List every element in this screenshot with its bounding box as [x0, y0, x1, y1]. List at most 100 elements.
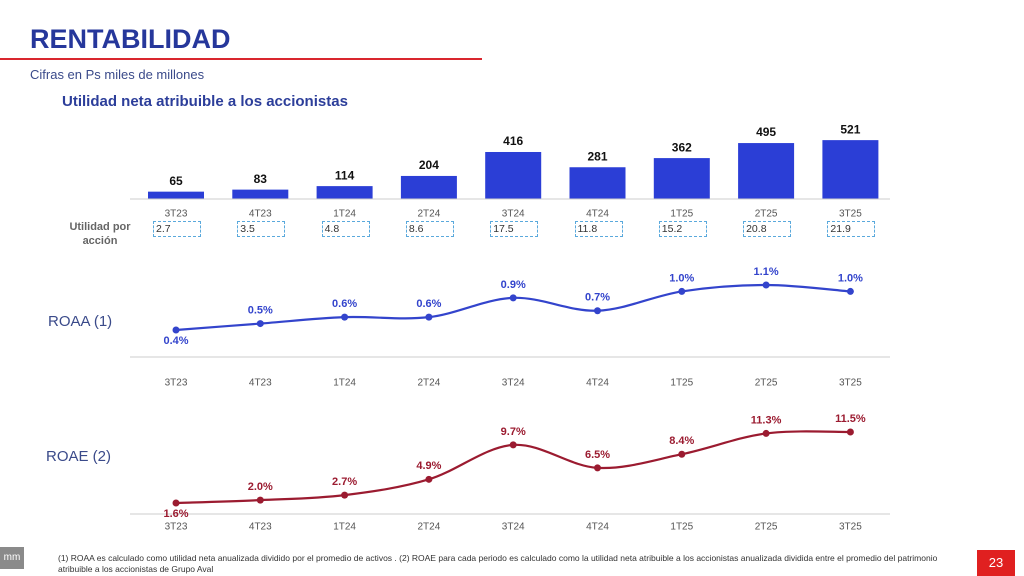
value-label: 1.6%	[163, 508, 188, 520]
chart-title: Utilidad neta atribuible a los accionist…	[62, 93, 348, 110]
bar	[653, 158, 710, 199]
bar-value-label: 83	[254, 172, 268, 186]
x-tick-label: 4T23	[249, 378, 272, 389]
x-tick-label: 4T23	[249, 522, 272, 533]
bar-value-label: 521	[840, 122, 860, 136]
x-tick-label: 3T24	[502, 522, 525, 533]
x-tick-label: 2T24	[418, 209, 441, 220]
eps-value: 3.5	[237, 221, 286, 237]
x-tick-label: 3T24	[502, 209, 525, 220]
x-tick-label: 4T24	[586, 522, 609, 533]
value-label: 8.4%	[669, 435, 694, 447]
value-label: 0.5%	[248, 304, 273, 316]
roae-label: ROAE (2)	[46, 448, 112, 465]
x-tick-label: 4T23	[249, 209, 272, 220]
x-tick-label: 2T25	[755, 522, 778, 533]
x-tick-label: 4T24	[586, 378, 609, 389]
bar	[569, 167, 626, 199]
point	[678, 287, 686, 295]
footnote: (1) ROAA es calculado como utilidad neta…	[58, 553, 938, 574]
x-tick-label: 1T24	[333, 378, 356, 389]
bar	[400, 175, 457, 199]
x-tick-label: 3T23	[165, 378, 188, 389]
x-tick-label: 3T25	[839, 378, 862, 389]
value-label: 2.0%	[248, 481, 273, 493]
eps-value: 2.7	[153, 221, 201, 237]
bar	[232, 189, 289, 199]
x-tick-label: 2T25	[755, 209, 778, 220]
x-tick-label: 1T25	[670, 209, 693, 220]
bar-value-label: 114	[335, 168, 355, 182]
bar-value-label: 281	[587, 149, 607, 163]
bar-value-label: 495	[756, 125, 776, 139]
eps-value: 4.8	[321, 221, 370, 237]
x-tick-label: 2T24	[418, 522, 441, 533]
value-label: 11.3%	[751, 414, 782, 426]
eps-value: 21.9	[827, 221, 876, 237]
x-tick-label: 3T23	[165, 209, 188, 220]
x-tick-label: 3T23	[165, 522, 188, 533]
x-tick-label: 1T24	[333, 522, 356, 533]
value-label: 4.9%	[416, 460, 441, 472]
point	[425, 475, 433, 483]
x-tick-label: 4T24	[586, 209, 609, 220]
x-tick-label: 2T24	[418, 378, 441, 389]
bar	[822, 140, 879, 199]
point	[846, 287, 854, 295]
eps-value: 8.6	[405, 221, 454, 237]
point	[509, 294, 517, 302]
point	[509, 441, 517, 449]
x-tick-label: 3T25	[839, 522, 862, 533]
bar-value-label: 362	[672, 140, 692, 154]
bar-value-label: 416	[503, 134, 523, 148]
title-rule	[0, 58, 482, 60]
subtitle: Cifras en Ps miles de millones	[30, 67, 205, 82]
point	[256, 496, 264, 504]
x-tick-label: 1T25	[670, 378, 693, 389]
point	[425, 313, 433, 321]
eps-value: 20.8	[743, 221, 792, 237]
x-tick-label: 1T25	[670, 522, 693, 533]
value-label: 0.6%	[332, 298, 357, 310]
point	[172, 326, 180, 334]
value-label: 0.4%	[163, 335, 188, 347]
value-label: 1.1%	[754, 266, 779, 278]
value-label: 0.9%	[501, 279, 526, 291]
eps-value: 17.5	[490, 221, 539, 237]
bar-value-label: 204	[419, 158, 439, 172]
eps-value: 15.2	[658, 221, 707, 237]
x-tick-label: 3T25	[839, 209, 862, 220]
slide-title: RENTABILIDAD	[30, 24, 231, 54]
point	[846, 428, 854, 436]
bar	[316, 186, 373, 199]
roaa-label: ROAA (1)	[48, 313, 113, 330]
point	[762, 281, 770, 289]
line	[175, 283, 851, 332]
point	[341, 313, 349, 321]
bar	[485, 151, 542, 199]
value-label: 1.0%	[838, 272, 863, 284]
x-tick-label: 2T25	[755, 378, 778, 389]
value-label: 0.7%	[585, 292, 610, 304]
value-label: 9.7%	[501, 426, 526, 438]
value-label: 1.0%	[669, 272, 694, 284]
x-tick-label: 1T24	[333, 209, 356, 220]
value-label: 11.5%	[835, 413, 866, 425]
point	[678, 450, 686, 458]
eps-label: Utilidad por acción	[69, 221, 131, 247]
value-label: 0.6%	[416, 298, 441, 310]
point	[594, 464, 601, 472]
logo: mm	[0, 547, 24, 569]
point	[594, 307, 601, 315]
bar-value-label: 65	[169, 174, 183, 188]
point	[172, 499, 180, 507]
value-label: 6.5%	[585, 449, 610, 461]
eps-value: 11.8	[574, 221, 623, 237]
x-tick-label: 3T24	[502, 378, 525, 389]
value-label: 2.7%	[332, 476, 357, 488]
point	[256, 320, 264, 328]
bar	[148, 191, 204, 199]
point	[341, 491, 349, 499]
